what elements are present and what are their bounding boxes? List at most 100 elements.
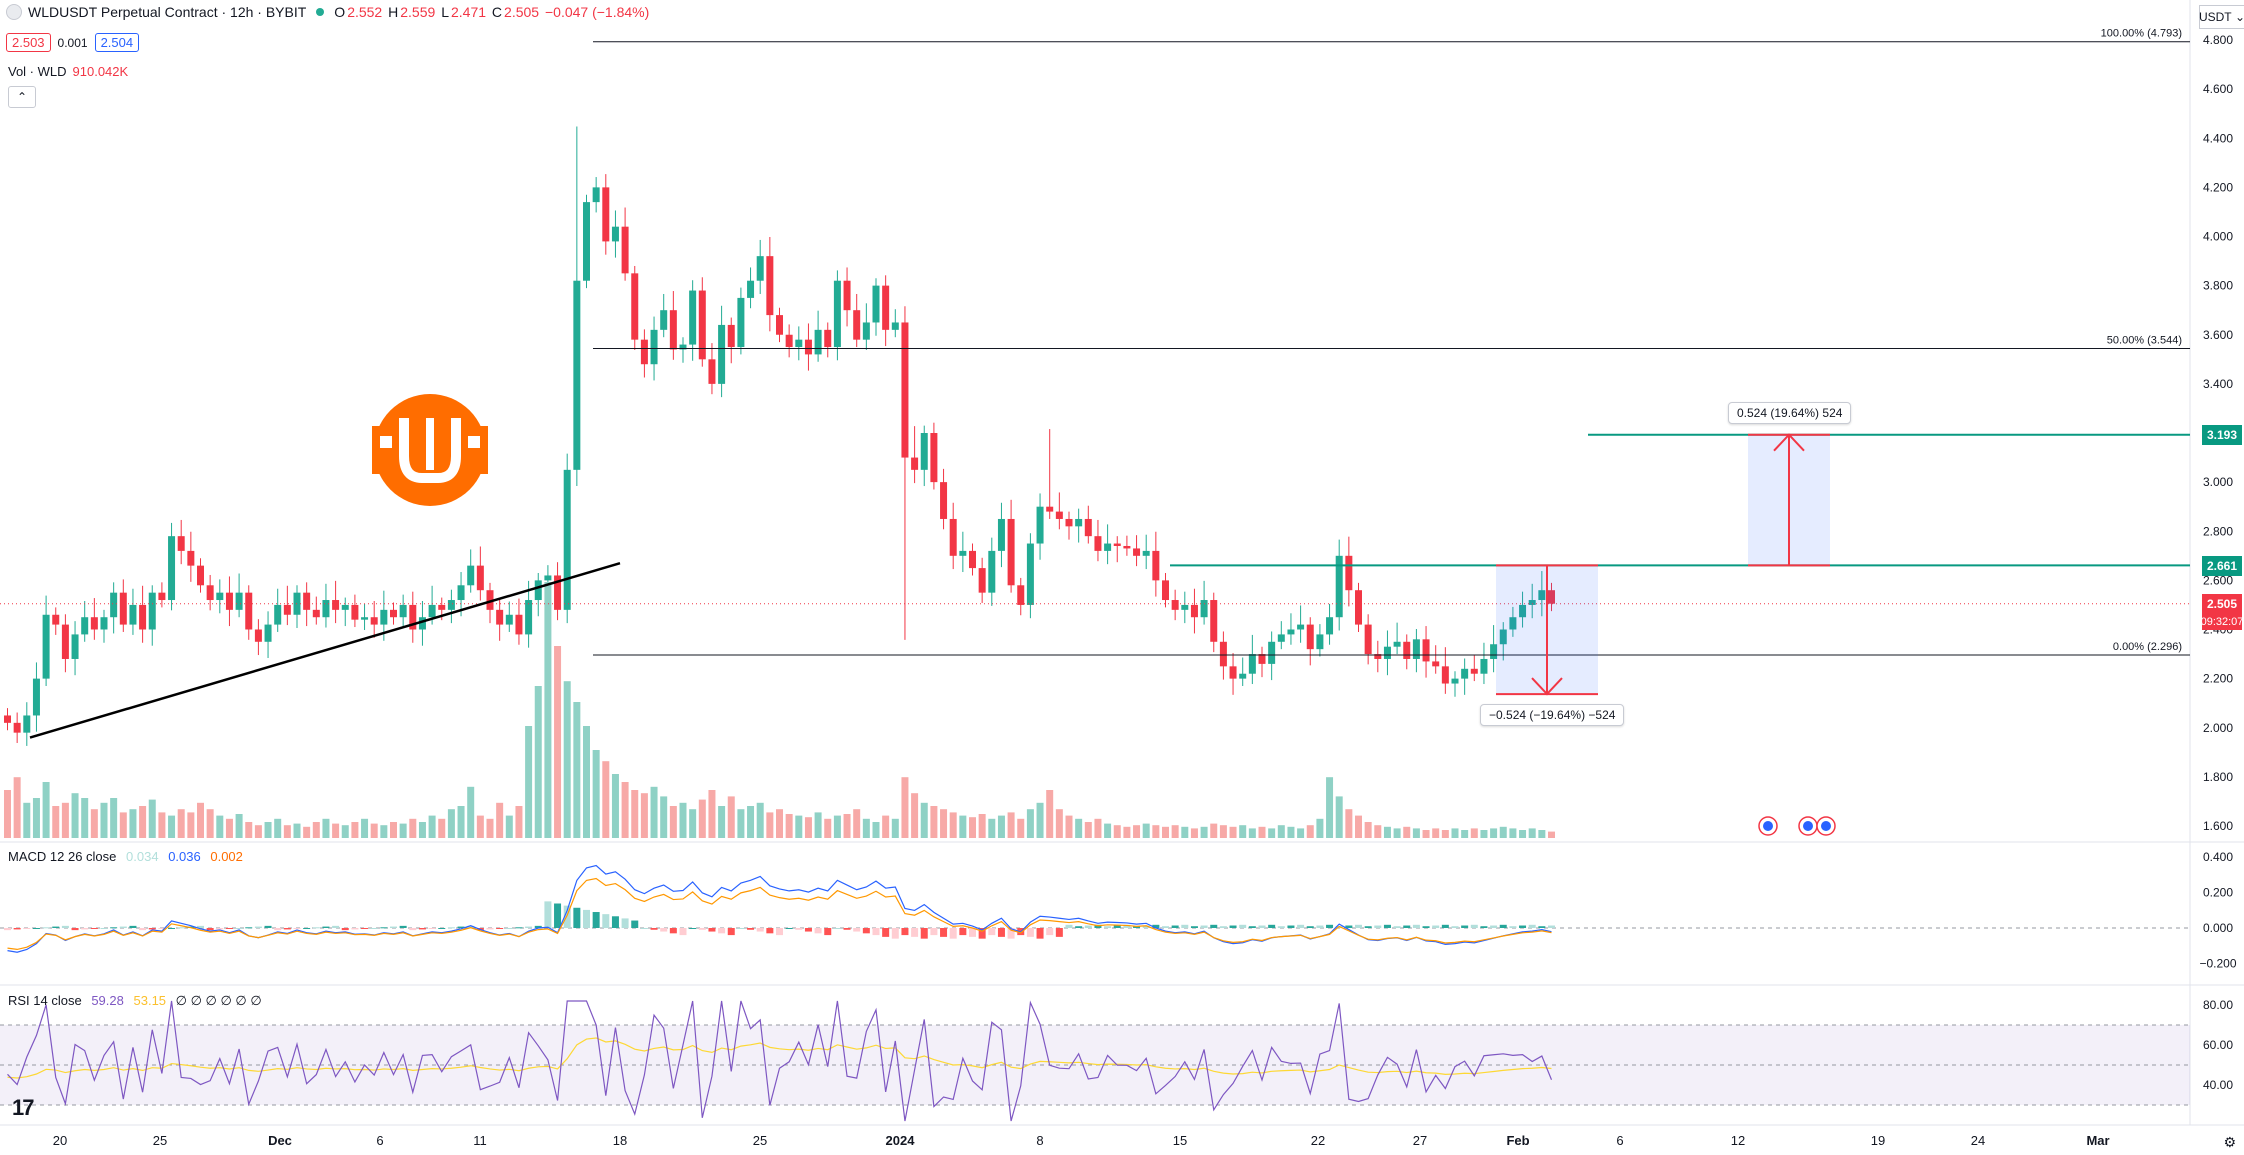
price-tick-label: 4.800 (2203, 33, 2233, 47)
volume-bar (1441, 830, 1449, 838)
price-tick-label: 2.200 (2203, 672, 2233, 686)
macd-histogram-bar (1123, 924, 1131, 928)
volume-bar (824, 818, 832, 838)
gear-icon[interactable]: ⚙ (2223, 1134, 2236, 1150)
candle-body (669, 310, 677, 350)
time-tick-label: 11 (473, 1133, 487, 1148)
volume-bar (409, 818, 417, 838)
candle-body (13, 722, 21, 733)
macd-histogram-bar (1499, 924, 1507, 928)
volume-bar (1528, 828, 1536, 838)
volume-bar (1181, 826, 1189, 838)
macd-histogram-bar (940, 928, 948, 937)
price-tick-label: 3.800 (2203, 279, 2233, 293)
macd-line (7, 864, 1552, 953)
volume-bar (1383, 826, 1391, 838)
macd-histogram-bar (129, 925, 137, 928)
candle-body (332, 600, 340, 610)
volume-bar (1007, 812, 1015, 838)
candle-body (380, 609, 388, 625)
macd-histogram-bar (206, 928, 214, 931)
buy-button[interactable]: 2.504 (94, 33, 140, 52)
volume-bar (390, 822, 397, 838)
symbol-title[interactable]: WLDUSDT Perpetual Contract · 12h · BYBIT (28, 4, 307, 20)
candle-body (563, 469, 571, 610)
macd-histogram-bar (747, 928, 755, 930)
candle-body (476, 565, 484, 591)
last-price-tag: 2.505 (2202, 594, 2242, 614)
collapse-legend-button[interactable]: ⌃ (8, 86, 36, 108)
candle-body (1017, 585, 1025, 605)
volume-bar (90, 809, 98, 838)
volume-bar (216, 815, 224, 838)
volume-bar (1287, 826, 1295, 838)
macd-histogram-bar (1065, 924, 1073, 928)
candle-body (1364, 624, 1372, 655)
volume-bar (1229, 826, 1237, 838)
macd-histogram-bar (1084, 925, 1092, 928)
volume-bar (1480, 830, 1488, 838)
macd-histogram-bar (1094, 924, 1102, 928)
macd-histogram-bar (862, 928, 870, 934)
volume-bar (418, 822, 426, 838)
volume-bar (978, 814, 986, 838)
volume-bar (1055, 809, 1063, 838)
candle-body (766, 256, 774, 316)
volume-bar (1171, 825, 1179, 838)
macd-histogram-bar (1403, 925, 1411, 928)
volume-bar (1123, 826, 1131, 838)
candle-body (1383, 646, 1391, 659)
macd-histogram-bar (1374, 925, 1382, 928)
macd-histogram-bar (1345, 925, 1353, 928)
macd-histogram-bar (1364, 926, 1372, 928)
volume-bar (959, 815, 967, 838)
volume-bar (1277, 825, 1285, 838)
volume-bar (1200, 826, 1208, 838)
volume-bar (206, 809, 214, 838)
rsi-tick-label: 60.00 (2203, 1038, 2233, 1052)
macd-histogram-bar (1162, 926, 1169, 928)
candle-body (804, 339, 812, 355)
macd-histogram-bar (399, 925, 407, 928)
volume-bar (949, 812, 957, 838)
volume-bar (139, 806, 147, 838)
macd-legend[interactable]: MACD 12 26 close 0.034 0.036 0.002 (8, 849, 243, 864)
macd-histogram-bar (1219, 926, 1227, 928)
macd-histogram-bar (824, 928, 832, 936)
macd-histogram-bar (100, 928, 108, 929)
volume-bar (698, 799, 706, 838)
candle-body (32, 678, 40, 716)
volume-bar (814, 812, 822, 838)
candle-body (447, 600, 455, 610)
macd-histogram-bar (563, 905, 571, 928)
currency-selector[interactable]: USDT ⌄ (2199, 5, 2244, 29)
volume-legend[interactable]: Vol · WLD 910.042K (8, 64, 129, 79)
time-tick-label: 20 (53, 1133, 67, 1148)
candle-body (61, 624, 69, 659)
market-status-icon (316, 8, 325, 16)
candle-body (621, 226, 629, 274)
candle-body (1084, 518, 1092, 537)
candle-body (534, 580, 542, 601)
volume-bar (1017, 818, 1025, 838)
candle-body (611, 226, 619, 242)
volume-bar (602, 761, 610, 838)
volume-bar (332, 823, 340, 838)
tradingview-logo-icon[interactable]: 17 (12, 1095, 35, 1120)
candle-body (486, 590, 494, 610)
rsi-legend[interactable]: RSI 14 close 59.28 53.15 ∅ ∅ ∅ ∅ ∅ ∅ (8, 993, 262, 1008)
volume-bar (1306, 825, 1314, 838)
candle-body (833, 280, 841, 348)
macd-histogram-bar (1055, 928, 1063, 937)
volume-bar (110, 798, 118, 838)
volume-bar (197, 802, 204, 838)
candle-body (1190, 604, 1198, 618)
candle-body (216, 592, 224, 601)
volume-bar (930, 806, 938, 838)
candle-body (689, 290, 697, 345)
sell-button[interactable]: 2.503 (6, 33, 51, 52)
volume-bar (476, 815, 484, 838)
volume-bar (264, 822, 272, 838)
volume-bar (804, 817, 812, 838)
